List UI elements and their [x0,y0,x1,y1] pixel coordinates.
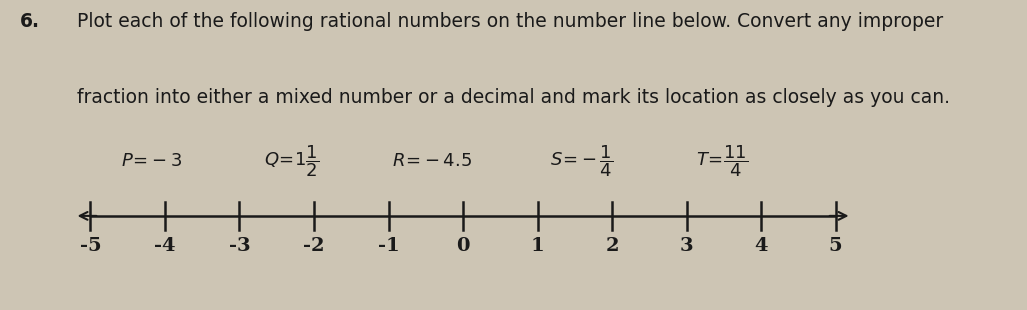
Text: 3: 3 [680,237,693,255]
Text: $R\!=\!-4.5$: $R\!=\!-4.5$ [392,152,472,170]
Text: $Q\!=\!1\dfrac{1}{2}$: $Q\!=\!1\dfrac{1}{2}$ [264,143,319,179]
Text: 2: 2 [605,237,619,255]
Text: 1: 1 [531,237,544,255]
Text: 6.: 6. [21,12,40,31]
Text: -3: -3 [229,237,251,255]
Text: 0: 0 [456,237,469,255]
Text: Plot each of the following rational numbers on the number line below. Convert an: Plot each of the following rational numb… [77,12,944,31]
Text: -1: -1 [378,237,400,255]
Text: -5: -5 [80,237,102,255]
Text: fraction into either a mixed number or a decimal and mark its location as closel: fraction into either a mixed number or a… [77,88,950,107]
Text: $T\!=\!\dfrac{11}{4}$: $T\!=\!\dfrac{11}{4}$ [695,143,748,179]
Text: 4: 4 [755,237,768,255]
Text: -2: -2 [303,237,325,255]
Text: $S\!=\!-\dfrac{1}{4}$: $S\!=\!-\dfrac{1}{4}$ [549,143,613,179]
Text: -4: -4 [154,237,176,255]
Text: $P\!=\!-3$: $P\!=\!-3$ [121,152,183,170]
Text: 5: 5 [829,237,842,255]
